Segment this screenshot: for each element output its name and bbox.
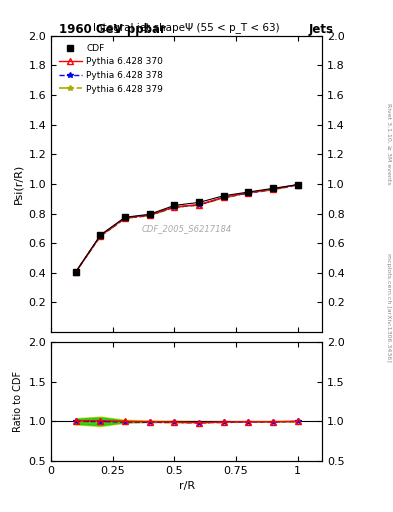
Text: CDF_2005_S6217184: CDF_2005_S6217184 (141, 224, 232, 233)
Y-axis label: Ratio to CDF: Ratio to CDF (13, 371, 23, 432)
Text: Rivet 3.1.10, ≥ 3M events: Rivet 3.1.10, ≥ 3M events (386, 102, 391, 184)
Y-axis label: Psi(r/R): Psi(r/R) (13, 164, 23, 204)
Legend: CDF, Pythia 6.428 370, Pythia 6.428 378, Pythia 6.428 379: CDF, Pythia 6.428 370, Pythia 6.428 378,… (55, 40, 167, 97)
Text: mcplots.cern.ch [arXiv:1306.3436]: mcplots.cern.ch [arXiv:1306.3436] (386, 253, 391, 361)
Text: 1960 GeV ppbar: 1960 GeV ppbar (59, 23, 166, 36)
Text: Jets: Jets (309, 23, 334, 36)
X-axis label: r/R: r/R (178, 481, 195, 491)
Title: Integral jet shapeΨ (55 < p_T < 63): Integral jet shapeΨ (55 < p_T < 63) (94, 23, 280, 33)
